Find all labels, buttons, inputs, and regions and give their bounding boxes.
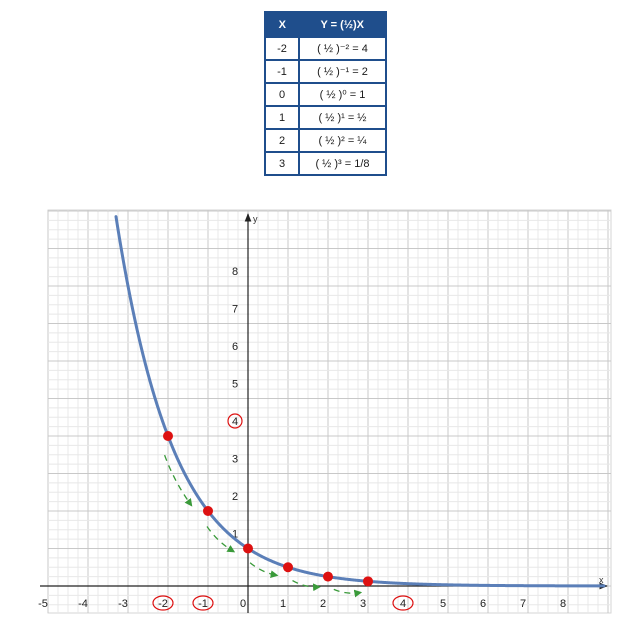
x-tick-label: -2 — [158, 598, 168, 610]
green-arrow — [249, 562, 279, 579]
table-cell-x: 0 — [264, 82, 300, 107]
y-tick-label: 3 — [232, 454, 238, 466]
data-point — [283, 562, 293, 573]
x-tick-label: -3 — [118, 598, 128, 610]
y-tick-label: 8 — [232, 266, 238, 278]
table-header-x: X — [264, 11, 300, 38]
x-tick-label: 4 — [400, 598, 406, 610]
table-cell-x: -2 — [264, 36, 300, 61]
x-axis-name: x — [599, 575, 604, 585]
x-tick-label: 5 — [440, 598, 446, 610]
data-point — [243, 543, 253, 554]
x-tick-label: 8 — [560, 598, 566, 610]
table-cell-y: ( ½ )⁻¹ = 2 — [298, 59, 387, 84]
data-point — [323, 571, 333, 582]
y-tick-label: 5 — [232, 379, 238, 391]
grid — [47, 210, 611, 613]
data-point — [203, 506, 213, 516]
table-row: -1 ( ½ )⁻¹ = 2 — [264, 59, 387, 84]
table-cell-y: ( ½ )⁻² = 4 — [298, 36, 387, 61]
function-curve — [114, 215, 606, 588]
exponential-chart: x y -5 -4 -3 -2 -1 0 1 2 3 4 5 6 7 8 1 2 3 4 5 6 7 8 — [38, 209, 612, 614]
tick-labels: -5 -4 -3 -2 -1 0 1 2 3 4 5 6 7 8 1 2 3 4 5 6 7 8 — [38, 266, 566, 611]
plot-area — [47, 209, 612, 614]
table-row: 0 ( ½ )⁰ = 1 — [264, 82, 387, 107]
x-tick-label: -1 — [198, 598, 208, 610]
table-row: -2 ( ½ )⁻² = 4 — [264, 36, 387, 61]
y-tick-label: 1 — [232, 529, 238, 541]
table-row: 2 ( ½ )² = ¼ — [264, 128, 387, 153]
point-layer — [163, 431, 373, 587]
table-cell-y: ( ½ )³ = 1/8 — [298, 151, 387, 176]
highlight-circle — [227, 413, 243, 429]
highlight-circle — [392, 595, 414, 611]
highlight-circle — [152, 595, 174, 611]
table-cell-x: 3 — [264, 151, 300, 176]
value-table: X Y = (½)X -2 ( ½ )⁻² = 4 -1 ( ½ )⁻¹ = 2… — [264, 11, 387, 176]
table-cell-y: ( ½ )² = ¼ — [298, 128, 387, 153]
table-cell-y: ( ½ )⁰ = 1 — [298, 82, 387, 107]
x-tick-label: 7 — [520, 598, 526, 610]
green-arrow — [206, 526, 236, 553]
highlight-circle — [192, 595, 214, 611]
table-header-row: X Y = (½)X — [264, 11, 387, 38]
x-tick-label: 6 — [480, 598, 486, 610]
data-point — [363, 576, 373, 587]
table-cell-x: 1 — [264, 105, 300, 130]
table-cell-y: ( ½ )¹ = ½ — [298, 105, 387, 130]
x-tick-label: 3 — [360, 598, 366, 610]
green-arrow — [163, 454, 193, 507]
green-arrow — [333, 588, 363, 598]
y-axis-name: y — [253, 214, 258, 224]
table-cell-x: 2 — [264, 128, 300, 153]
y-tick-label: 4 — [232, 416, 238, 428]
table-header-y: Y = (½)X — [298, 11, 387, 38]
y-tick-label: 6 — [232, 341, 238, 353]
x-tick-label: 1 — [280, 598, 286, 610]
data-point — [163, 431, 173, 441]
x-tick-label: 0 — [240, 598, 246, 610]
x-tick-label: -4 — [78, 598, 88, 610]
y-tick-label: 7 — [232, 304, 238, 316]
table-row: 3 ( ½ )³ = 1/8 — [264, 151, 387, 176]
green-arrow — [292, 580, 321, 592]
y-tick-label: 2 — [232, 491, 238, 503]
table-cell-x: -1 — [264, 59, 300, 84]
curve-layer — [114, 215, 606, 588]
x-tick-label: -5 — [38, 598, 48, 610]
table-row: 1 ( ½ )¹ = ½ — [264, 105, 387, 130]
x-tick-label: 2 — [320, 598, 326, 610]
arrow-layer — [163, 454, 363, 598]
